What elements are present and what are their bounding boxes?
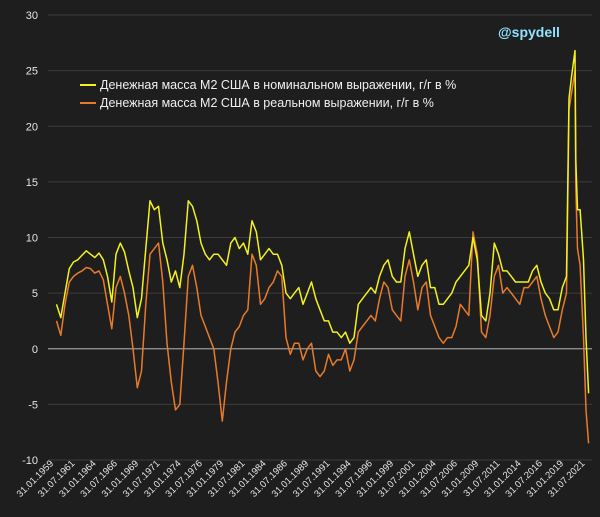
y-tick-label: 0: [32, 344, 38, 356]
series-line-nominal: [55, 49, 590, 394]
y-tick-label: 15: [26, 177, 38, 189]
watermark: @spydell: [498, 24, 560, 40]
y-tick-label: -5: [28, 399, 38, 411]
y-axis-ticks: -10 -5 0 5 10 15 20 25 30: [22, 10, 38, 467]
legend: Денежная масса М2 США в номинальном выра…: [80, 78, 456, 110]
x-axis-ticks: 31.01.195931.07.196131.01.196431.07.1966…: [15, 458, 588, 499]
legend-label-real: Денежная масса М2 США в реальном выражен…: [100, 96, 434, 110]
y-tick-label: -10: [22, 455, 38, 467]
legend-label-nominal: Денежная масса М2 США в номинальном выра…: [100, 78, 456, 92]
y-tick-label: 10: [26, 233, 38, 245]
series-lines: [55, 49, 590, 444]
series-line-real: [55, 69, 590, 444]
y-tick-label: 20: [26, 121, 38, 133]
y-tick-label: 5: [32, 288, 38, 300]
grid: [48, 14, 592, 461]
y-tick-label: 30: [26, 10, 38, 22]
y-tick-label: 25: [26, 66, 38, 78]
